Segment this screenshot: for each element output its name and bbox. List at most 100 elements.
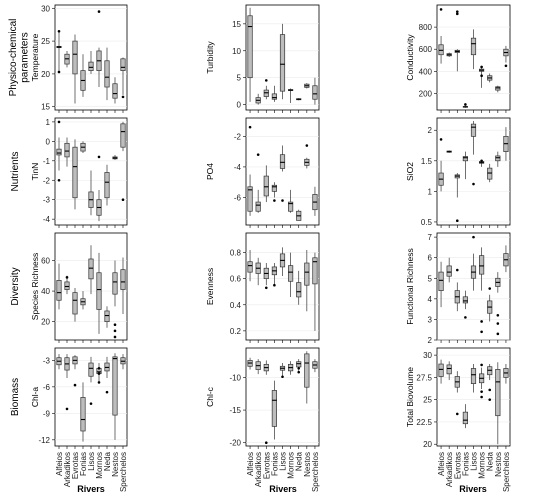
- y-axis-title: Turbidity: [205, 41, 215, 74]
- box-lisos: [470, 29, 477, 70]
- box-fonias: [271, 380, 277, 440]
- outlier-point: [281, 375, 284, 379]
- iqr-box: [470, 37, 477, 56]
- box-lisos: [88, 245, 94, 295]
- y-tick-label: 1: [46, 118, 51, 127]
- y-axis-title: Total Biovolume: [405, 367, 415, 427]
- outlier-point: [89, 402, 93, 405]
- box-arkadikos: [64, 50, 70, 68]
- outlier-point: [57, 29, 61, 33]
- panel-chl-c: -20 -15 -10 Chl-c: [205, 347, 320, 449]
- iqr-box: [112, 356, 118, 416]
- box-neda: [296, 209, 302, 221]
- box-alfeios: [438, 261, 444, 308]
- box-evrotas: [72, 34, 78, 104]
- y-axis-title: SiO2: [405, 162, 415, 181]
- iqr-box: [495, 369, 501, 417]
- iqr-box: [462, 296, 468, 304]
- y-tick-label: 4: [428, 295, 433, 304]
- iqr-box: [438, 44, 444, 56]
- box-nestos: [495, 85, 501, 93]
- outlier-point: [496, 314, 500, 317]
- x-category-label: Alfeios: [246, 452, 255, 476]
- y-tick-label: 2: [428, 126, 433, 135]
- outlier-point: [97, 367, 101, 370]
- y-tick-label: 5: [428, 274, 433, 283]
- outlier-point: [264, 79, 268, 82]
- y-tick-label: 3: [428, 315, 433, 324]
- outlier-point: [480, 330, 483, 334]
- box-sperchelos: [503, 245, 509, 273]
- iqr-box: [120, 58, 126, 71]
- y-tick-label: 60: [41, 257, 50, 266]
- outlier-point: [480, 159, 483, 163]
- y-axis-title: PO4: [205, 163, 215, 180]
- iqr-box: [56, 148, 62, 156]
- box-arkadikos: [446, 257, 452, 283]
- y-tick-label: 22.5: [416, 418, 432, 427]
- iqr-box: [446, 265, 452, 277]
- y-tick-label: 1.5: [421, 157, 433, 166]
- panel-total-biovolume: 20 22.5 25 27.5 30 Total Biovolume: [405, 347, 511, 449]
- iqr-box: [446, 364, 452, 375]
- outlier-point: [480, 390, 483, 393]
- box-fonias: [462, 290, 468, 319]
- iqr-box: [312, 257, 318, 285]
- box-mornos: [288, 361, 294, 375]
- outlier-point: [504, 64, 508, 68]
- iqr-box: [479, 255, 485, 275]
- outlier-point: [455, 412, 459, 416]
- y-tick-label: 40: [41, 287, 50, 296]
- iqr-box: [279, 34, 286, 92]
- iqr-box: [438, 363, 444, 377]
- y-tick-label: -15: [229, 406, 241, 415]
- iqr-box: [304, 262, 310, 286]
- y-tick-label: -6: [43, 383, 51, 392]
- box-mornos: [479, 65, 485, 88]
- iqr-box: [112, 83, 118, 99]
- box-alfeios: [247, 357, 253, 370]
- iqr-box: [462, 156, 468, 162]
- box-neda: [104, 47, 110, 101]
- box-nestos: [495, 272, 501, 336]
- outlier-point: [113, 335, 117, 339]
- box-mornos: [96, 155, 102, 222]
- y-tick-label: -4: [43, 215, 51, 224]
- outlier-point: [256, 153, 260, 156]
- outlier-point: [464, 103, 467, 106]
- y-tick-label: 0.8: [230, 249, 242, 258]
- y-tick-label: 0: [46, 137, 51, 146]
- y-tick-label: 1: [428, 187, 433, 196]
- x-category-label: Nestos: [303, 452, 312, 477]
- outlier-point: [496, 332, 500, 336]
- x-category-label: Neda: [103, 451, 112, 471]
- box-mornos: [479, 247, 485, 334]
- iqr-box: [304, 353, 310, 388]
- row-label: Physico-chemicalparameters: [8, 19, 31, 97]
- y-tick-label: -6: [234, 193, 242, 202]
- y-axis-title: Evenness: [205, 268, 215, 305]
- box-sperchelos: [503, 127, 509, 161]
- outlier-point: [480, 320, 483, 323]
- x-category-label: Neda: [486, 451, 495, 471]
- box-neda: [104, 356, 110, 394]
- box-alfeios: [56, 354, 62, 370]
- y-tick-label: 15: [232, 20, 241, 29]
- box-evrotas: [263, 360, 269, 445]
- box-lisos: [88, 170, 94, 216]
- box-arkadikos: [446, 361, 452, 381]
- outlier-point: [297, 366, 301, 370]
- outlier-point: [97, 10, 101, 13]
- iqr-box: [88, 258, 94, 280]
- outlier-point: [488, 398, 492, 401]
- x-category-label: Sperchelos: [311, 452, 320, 492]
- y-axis-title: TinN: [30, 163, 40, 181]
- box-mornos: [96, 10, 102, 88]
- y-tick-label: -2: [43, 176, 51, 185]
- box-alfeios: [247, 125, 253, 216]
- outlier-point: [121, 95, 125, 99]
- outlier-point: [281, 199, 284, 202]
- outlier-point: [65, 276, 69, 279]
- iqr-box: [487, 167, 493, 180]
- y-axis-title: Conductivity: [405, 34, 415, 81]
